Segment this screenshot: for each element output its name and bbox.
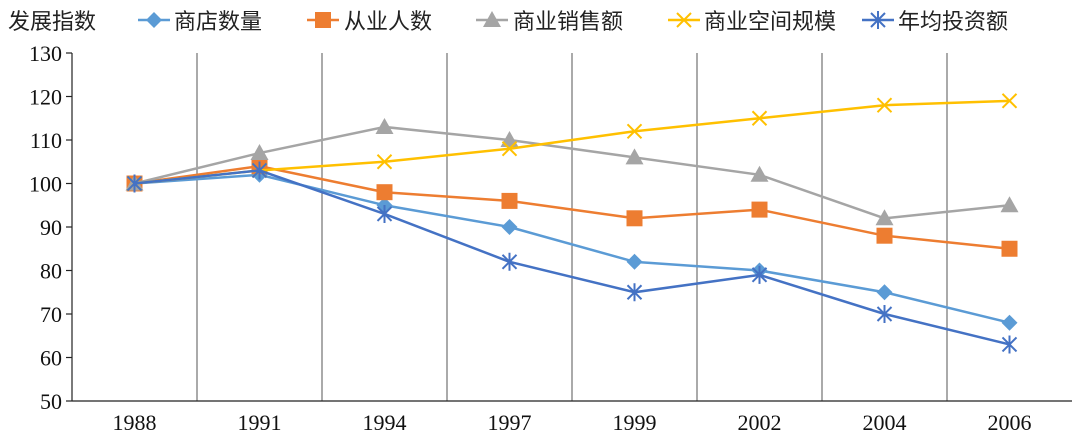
data-point (376, 204, 393, 223)
data-point (875, 209, 894, 226)
legend-label: 商店数量 (174, 10, 262, 35)
legend-item: 商业销售额 (476, 10, 623, 35)
data-point (876, 284, 893, 301)
data-point (1000, 196, 1019, 213)
y-tick-label: 130 (29, 41, 62, 66)
legend-title: 发展指数 (8, 10, 96, 35)
legend-label: 商业空间规模 (704, 10, 836, 35)
series-line (134, 164, 1010, 250)
grid (196, 53, 948, 401)
legend-item: 商业空间规模 (668, 10, 836, 35)
legend-label: 年均投资额 (898, 10, 1008, 35)
x-tick-label: 1991 (238, 410, 282, 435)
data-point (501, 140, 518, 157)
series-line (134, 99, 1010, 185)
legend-item: 年均投资额 (862, 10, 1008, 35)
data-point (375, 117, 394, 134)
data-point (876, 227, 893, 244)
data-point (250, 144, 269, 161)
x-tick-label: 1997 (488, 410, 532, 435)
y-tick-label: 70 (40, 302, 62, 327)
data-point (501, 192, 518, 209)
y-tick-label: 100 (29, 172, 62, 197)
legend-marker (315, 12, 331, 28)
data-point (626, 253, 643, 270)
x-tick-label: 1988 (113, 410, 157, 435)
y-tick-label: 120 (29, 85, 62, 110)
data-point (626, 123, 643, 140)
data-point (751, 265, 768, 284)
y-tick-label: 50 (40, 389, 62, 414)
data-point (1001, 335, 1018, 354)
legend-marker (870, 11, 886, 29)
legend-item: 从业人数 (307, 10, 432, 35)
data-point (876, 305, 893, 323)
legend: 发展指数 商店数量 从业人数 商业销售额 商业空间规模 年均投资额 (8, 10, 1008, 35)
data-point (751, 110, 768, 126)
x-tick-label: 1999 (613, 410, 657, 435)
data-point (876, 97, 893, 113)
axes (66, 52, 1072, 402)
y-tick-label: 110 (30, 128, 62, 153)
data-point (1001, 240, 1018, 257)
data-point (501, 252, 518, 271)
legend-marker (676, 12, 692, 28)
data-point (376, 184, 393, 201)
data-point (626, 210, 643, 227)
data-point (376, 154, 393, 170)
y-tick-label: 60 (40, 346, 62, 371)
x-tick-label: 2004 (863, 410, 907, 435)
data-point (501, 219, 518, 235)
data-point (625, 148, 644, 165)
x-tick-label: 2002 (738, 410, 782, 435)
y-tick-label: 80 (40, 259, 62, 284)
data-point (1001, 93, 1018, 109)
tick-labels: 50 60 70 80 90 100 110 120 130 1988 1991 1994 1997 19… (29, 41, 1032, 435)
legend-label: 商业销售额 (513, 10, 623, 35)
x-tick-label: 2006 (988, 410, 1032, 435)
data-point (126, 174, 143, 193)
series-line (134, 169, 1010, 346)
data-point (251, 161, 268, 180)
y-tick-label: 90 (40, 215, 62, 240)
legend-item: 商店数量 (138, 10, 262, 35)
series-line (134, 125, 1010, 220)
series-layer (125, 93, 1019, 354)
data-point (1001, 314, 1018, 331)
series (126, 161, 1018, 354)
data-point (750, 165, 769, 182)
x-tick-label: 1994 (363, 410, 407, 435)
data-point (751, 201, 768, 218)
legend-marker (146, 12, 162, 28)
series (125, 117, 1019, 226)
legend-marker (483, 11, 501, 27)
legend-label: 从业人数 (344, 10, 432, 35)
data-point (626, 283, 643, 302)
series-line (134, 173, 1010, 324)
